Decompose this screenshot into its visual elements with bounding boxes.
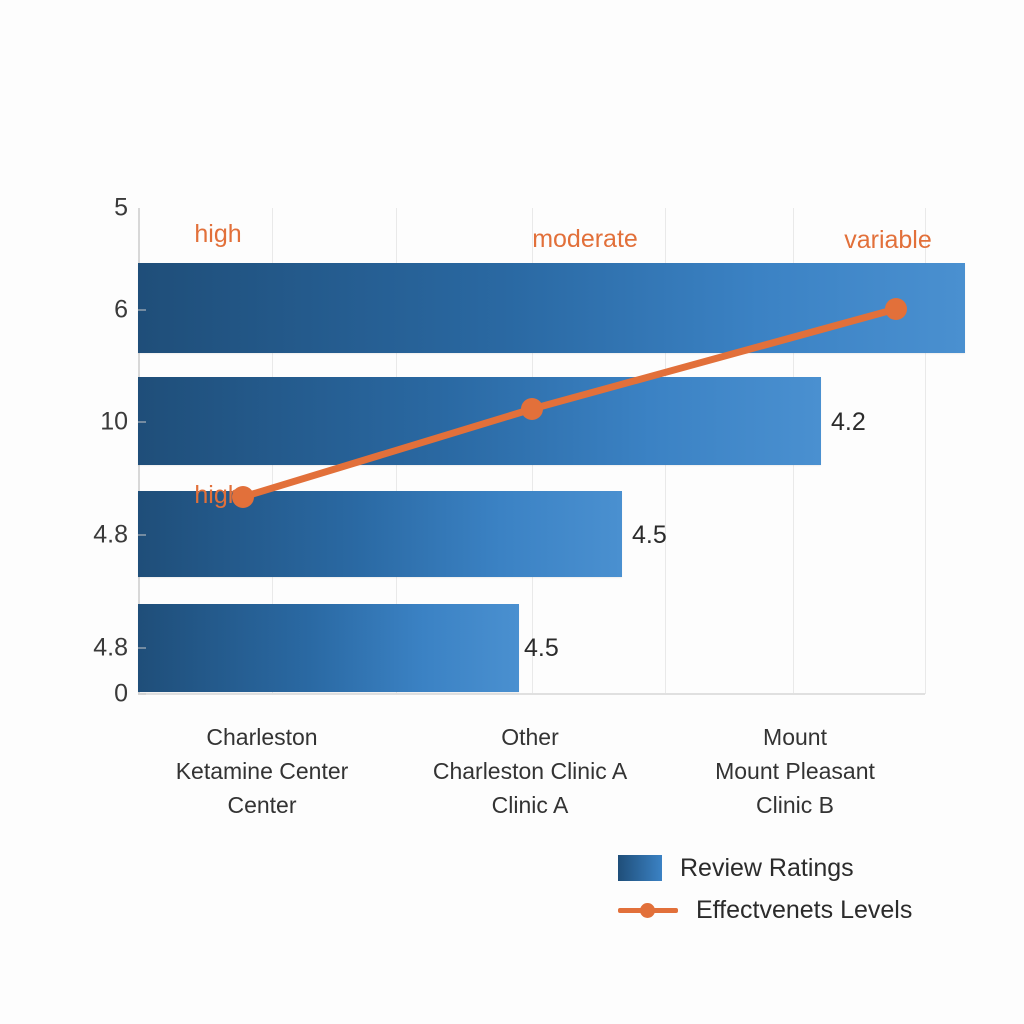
bar[interactable] — [138, 263, 965, 353]
y-axis-tick-mark — [138, 693, 146, 695]
bar[interactable] — [138, 491, 622, 577]
gridline-vertical — [925, 208, 926, 694]
legend-item-line[interactable]: Effectvenets Levels — [618, 894, 912, 926]
y-axis-ticks: 5 6 10 4.8 4.8 0 — [0, 0, 128, 1024]
y-axis-tick-mark — [138, 421, 146, 423]
annotation-label: high — [194, 220, 242, 248]
y-axis-tick-label: 10 — [100, 407, 128, 436]
legend-bar-label: Review Ratings — [680, 853, 854, 882]
bar-value-label: 4.5 — [632, 521, 667, 549]
legend-line-label: Effectvenets Levels — [696, 895, 913, 924]
y-axis-tick-label: 6 — [114, 295, 128, 324]
bar-value-label: 4.5 — [524, 634, 559, 662]
x-axis-category-label: Charleston Ketamine Center Center — [175, 724, 349, 818]
x-axis-line — [138, 693, 925, 695]
y-axis-tick-label: 4.8 — [93, 520, 128, 549]
legend-bar-swatch-icon — [618, 855, 662, 881]
y-axis-tick-mark — [138, 309, 146, 311]
legend-line-swatch-icon — [618, 897, 678, 923]
annotation-label: variable — [844, 226, 932, 254]
y-axis-tick-mark — [138, 534, 146, 536]
bar[interactable] — [138, 604, 519, 692]
y-axis-tick-label: 4.8 — [93, 633, 128, 662]
x-axis-category-label: Other Charleston Clinic A Clinic A — [432, 724, 628, 818]
legend-item-bar[interactable]: Review Ratings — [618, 852, 912, 884]
bar[interactable] — [138, 377, 821, 465]
annotation-label: high — [194, 481, 242, 509]
y-axis-tick-mark — [138, 647, 146, 649]
annotation-label: moderate — [532, 225, 638, 253]
y-axis-tick-label: 0 — [114, 679, 128, 708]
x-axis-category-label: Mount Mount Pleasant Clinic B — [715, 724, 875, 818]
chart-legend: Review Ratings Effectvenets Levels — [618, 852, 912, 926]
bar-value-label: 4.2 — [831, 408, 866, 436]
y-axis-tick-label: 5 — [114, 193, 128, 222]
